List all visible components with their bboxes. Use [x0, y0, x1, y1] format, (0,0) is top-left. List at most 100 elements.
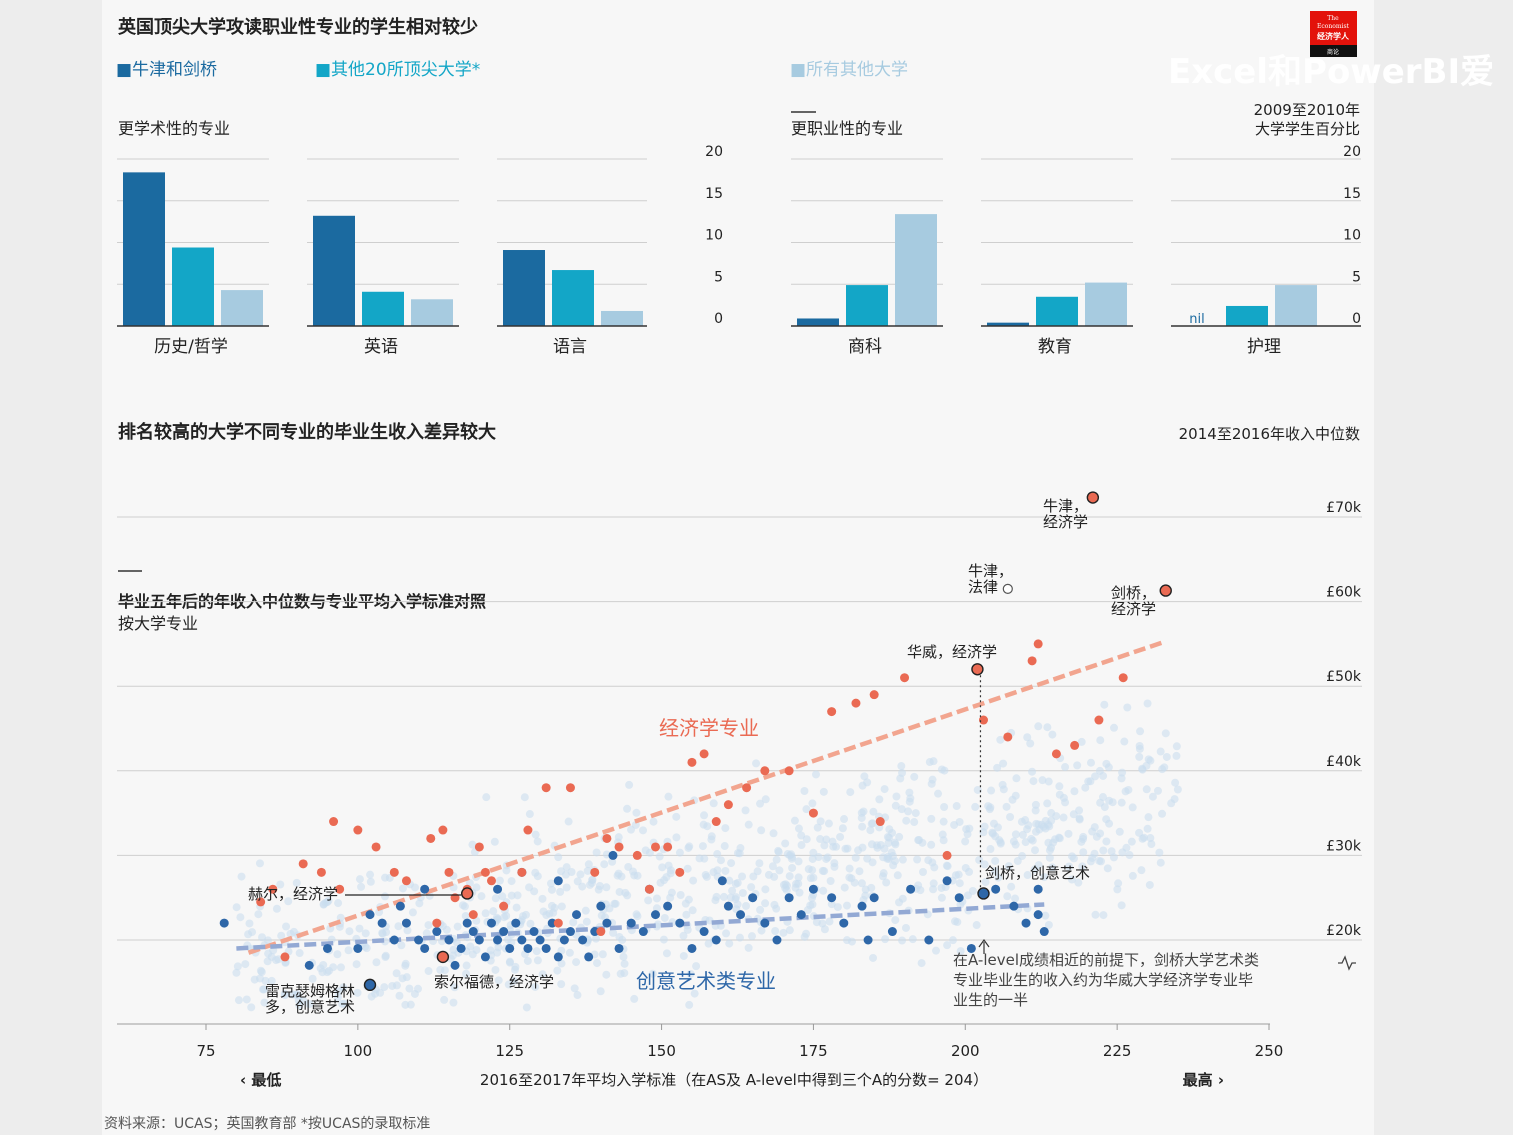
background-point — [1031, 806, 1040, 815]
background-point — [504, 980, 513, 989]
background-point — [1127, 837, 1136, 846]
background-point — [744, 943, 753, 952]
background-point — [248, 928, 257, 937]
background-point — [1144, 755, 1153, 764]
logo-text: 经济学人 — [1317, 31, 1350, 41]
arts-point — [869, 893, 879, 903]
annotated-point — [1086, 491, 1100, 504]
background-point — [857, 879, 866, 888]
background-point — [713, 866, 722, 875]
background-point — [1117, 901, 1126, 910]
economics-point — [316, 867, 326, 877]
background-point — [847, 937, 856, 946]
background-point — [424, 921, 433, 930]
bar-category-label: 历史/哲学 — [154, 337, 228, 357]
scatter-ytick-label: £40k — [1326, 754, 1362, 770]
arts-point — [389, 935, 399, 945]
background-point — [1102, 815, 1111, 824]
background-point — [394, 922, 403, 931]
economics-point — [808, 808, 818, 818]
scatter-ytick-label: £20k — [1326, 923, 1362, 939]
background-point — [836, 832, 845, 841]
bar-tick-label: 20 — [705, 144, 723, 160]
background-point — [598, 950, 607, 959]
arts-point — [529, 927, 539, 937]
background-point — [952, 802, 961, 811]
background-point — [295, 949, 304, 958]
background-point — [233, 962, 242, 971]
logo-text: The — [1327, 15, 1339, 22]
background-point — [522, 1003, 531, 1012]
economics-point — [426, 833, 436, 843]
background-point — [512, 903, 521, 912]
economics-point — [298, 859, 308, 869]
background-point — [403, 926, 412, 935]
background-point — [655, 852, 664, 861]
background-point — [901, 923, 910, 932]
arts-point — [474, 935, 484, 945]
background-point — [662, 873, 671, 882]
economics-point — [760, 766, 770, 776]
background-point — [495, 876, 504, 885]
point-annotation-label: 索尔福德，经济学 — [434, 973, 554, 991]
background-point — [869, 807, 878, 816]
background-point — [897, 762, 906, 771]
scatter-ytick-label: £30k — [1326, 838, 1362, 854]
background-point — [904, 807, 913, 816]
background-point — [993, 763, 1002, 772]
arts-point — [395, 901, 405, 911]
background-point — [256, 974, 265, 983]
background-point — [338, 999, 347, 1008]
background-point — [728, 886, 737, 895]
background-point — [955, 879, 964, 888]
background-point — [1103, 864, 1112, 873]
economics-point — [541, 783, 551, 793]
background-point — [232, 968, 241, 977]
background-point — [477, 892, 486, 901]
arts-point — [456, 943, 466, 953]
background-point — [652, 894, 661, 903]
arts-point — [760, 918, 770, 928]
background-point — [453, 922, 462, 931]
background-point — [943, 941, 952, 950]
bar — [123, 172, 165, 326]
background-point — [863, 778, 872, 787]
background-point — [811, 770, 820, 779]
background-point — [639, 826, 648, 835]
background-point — [994, 873, 1003, 882]
arts-point — [687, 943, 697, 953]
point-annotation-label: 华威，经济学 — [907, 643, 997, 661]
economics-point — [590, 867, 600, 877]
background-point — [234, 996, 243, 1005]
background-point — [1077, 737, 1086, 746]
background-point — [564, 817, 573, 826]
background-point — [623, 804, 632, 813]
background-point — [1114, 879, 1123, 888]
background-point — [616, 969, 625, 978]
background-point — [1128, 871, 1137, 880]
background-point — [808, 799, 817, 808]
bar-tick-label: 5 — [1352, 269, 1361, 285]
background-point — [245, 919, 254, 928]
arts-point — [553, 876, 563, 886]
background-point — [1099, 911, 1108, 920]
background-point — [293, 990, 302, 999]
background-point — [466, 942, 475, 951]
background-point — [449, 998, 458, 1007]
economics-point — [499, 901, 509, 911]
background-point — [395, 991, 404, 1000]
background-point — [440, 995, 449, 1004]
background-point — [582, 917, 591, 926]
scatter-xtick-label: 200 — [951, 1042, 980, 1060]
legend-entry: ■其他20所顶尖大学* — [315, 60, 480, 80]
arts-point — [675, 918, 685, 928]
background-point — [975, 856, 984, 865]
background-point — [918, 868, 927, 877]
background-point — [785, 872, 794, 881]
arts-point — [1021, 918, 1031, 928]
background-point — [1148, 792, 1157, 801]
background-point — [556, 887, 565, 896]
background-point — [851, 853, 860, 862]
background-point — [722, 929, 731, 938]
background-point — [397, 941, 406, 950]
